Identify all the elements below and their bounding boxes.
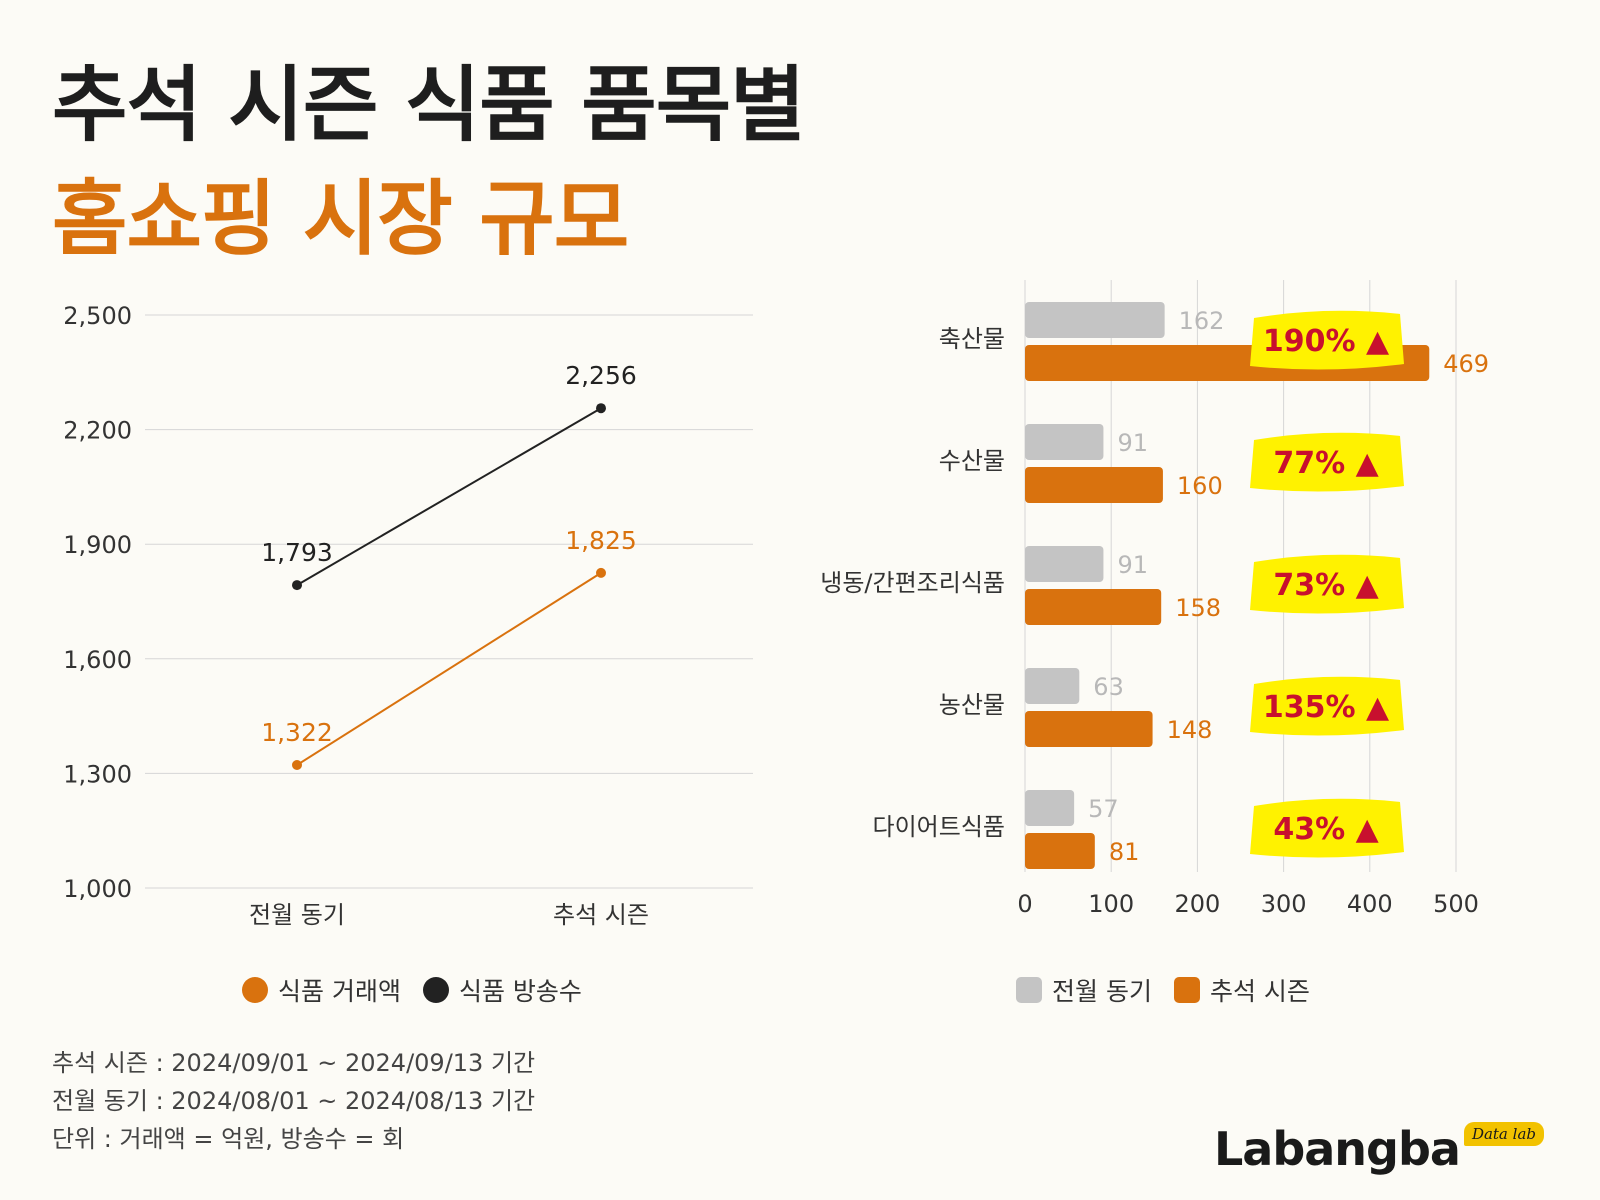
x-tick-label: 300: [1261, 890, 1307, 918]
category-label: 냉동/간편조리식품: [820, 569, 1005, 597]
legend-item-broadcasts: 식품 방송수: [422, 972, 582, 1008]
data-label: 1,825: [565, 526, 637, 555]
y-tick-label: 2,500: [63, 302, 132, 330]
bar-value-chuseok: 160: [1177, 472, 1223, 500]
legend-label-prev-month: 전월 동기: [1052, 977, 1152, 1006]
x-tick-label: 0: [1017, 890, 1032, 918]
line-chart-legend: 식품 거래액 식품 방송수: [242, 972, 604, 1008]
bar-prev-month: [1025, 302, 1165, 338]
bar-value-prev-month: 91: [1117, 551, 1148, 579]
y-tick-label: 1,300: [63, 760, 132, 788]
legend-label-transactions: 식품 거래액: [278, 977, 401, 1006]
x-tick-label: 400: [1347, 890, 1393, 918]
series-line-1: [296, 407, 602, 586]
x-tick-label: 100: [1088, 890, 1134, 918]
data-point: [292, 580, 302, 591]
bar-prev-month: [1025, 546, 1104, 582]
page-title: 추석 시즌 식품 품목별: [52, 58, 806, 153]
data-point: [596, 567, 606, 578]
growth-highlight: [1250, 432, 1404, 492]
legend-item-prev-month: 전월 동기: [1016, 972, 1152, 1008]
bar-value-prev-month: 63: [1093, 673, 1124, 701]
footnotes: 추석 시즌 : 2024/09/01 ~ 2024/09/13 기간 전월 동기…: [52, 1044, 535, 1158]
brand-name: Labangba: [1213, 1122, 1461, 1176]
growth-label: 43% ▲: [1273, 812, 1378, 847]
y-tick-label: 1,900: [63, 531, 132, 559]
x-tick-label: 200: [1174, 890, 1220, 918]
category-label: 수산물: [939, 447, 1005, 475]
bar-chuseok: [1025, 833, 1095, 869]
growth-label: 190% ▲: [1263, 324, 1389, 359]
bar-value-chuseok: 158: [1175, 594, 1221, 622]
bar-value-prev-month: 162: [1179, 307, 1225, 335]
bar-chuseok: [1025, 467, 1163, 503]
legend-item-transactions: 식품 거래액: [242, 972, 401, 1008]
legend-swatch-prev-month: [1016, 977, 1042, 1003]
footnote-units: 단위 : 거래액 = 억원, 방송수 = 회: [52, 1125, 405, 1153]
data-point: [292, 759, 302, 770]
bar-chuseok: [1025, 589, 1162, 625]
bar-value-prev-month: 91: [1117, 429, 1148, 457]
legend-swatch-transactions: [242, 977, 268, 1003]
category-label: 다이어트식품: [873, 813, 1005, 841]
page-subtitle: 홈쇼핑 시장 규모: [52, 172, 629, 267]
data-label: 2,256: [565, 361, 637, 390]
series-line-0: [296, 572, 602, 766]
x-tick-label: 전월 동기: [249, 901, 345, 929]
legend-swatch-broadcasts: [422, 977, 449, 1003]
bar-value-chuseok: 469: [1443, 350, 1489, 378]
growth-highlight: [1250, 310, 1404, 370]
growth-label: 73% ▲: [1273, 568, 1378, 603]
bar-prev-month: [1025, 790, 1075, 826]
legend-label-chuseok: 추석 시즌: [1209, 977, 1310, 1006]
line-chart: 2,500 2,200 1,900 1,600 1,300 1,000 전월 동기 추석 시즌…: [63, 302, 753, 929]
category-label: 축산물: [939, 325, 1005, 353]
y-tick-label: 1,600: [63, 646, 132, 674]
bar-chart: 0 100 200 300 400 500 축산물 162 469 190% ▲ 수산물 91 160 7…: [820, 280, 1489, 918]
bar-prev-month: [1025, 424, 1104, 460]
growth-label: 77% ▲: [1273, 446, 1378, 481]
legend-label-broadcasts: 식품 방송수: [458, 977, 582, 1006]
bar-chart-legend: 전월 동기 추석 시즌: [1016, 972, 1332, 1008]
growth-label: 135% ▲: [1263, 690, 1389, 725]
brand-logo: Labangba Data lab: [1214, 1122, 1544, 1176]
bar-value-prev-month: 57: [1088, 795, 1119, 823]
bar-prev-month: [1025, 668, 1080, 704]
legend-item-chuseok: 추석 시즌: [1173, 972, 1310, 1008]
legend-swatch-chuseok: [1173, 977, 1200, 1003]
bar-chuseok: [1025, 711, 1153, 747]
brand-tag: Data lab: [1463, 1122, 1544, 1146]
y-tick-label: 2,200: [63, 417, 132, 445]
growth-highlight: [1250, 554, 1404, 614]
y-tick-label: 1,000: [63, 875, 132, 903]
bar-value-chuseok: 148: [1167, 716, 1213, 744]
data-label: 1,793: [261, 538, 333, 567]
footnote-prev-period: 전월 동기 : 2024/08/01 ~ 2024/08/13 기간: [52, 1087, 536, 1115]
bar-value-chuseok: 81: [1109, 838, 1140, 866]
growth-highlight: [1250, 676, 1404, 736]
growth-highlight: [1250, 798, 1404, 858]
data-point: [596, 403, 606, 414]
x-tick-label: 500: [1433, 890, 1479, 918]
footnote-chuseok-period: 추석 시즌 : 2024/09/01 ~ 2024/09/13 기간: [52, 1049, 536, 1077]
x-tick-label: 추석 시즌: [553, 901, 649, 929]
category-label: 농산물: [939, 691, 1005, 719]
data-label: 1,322: [261, 718, 333, 747]
